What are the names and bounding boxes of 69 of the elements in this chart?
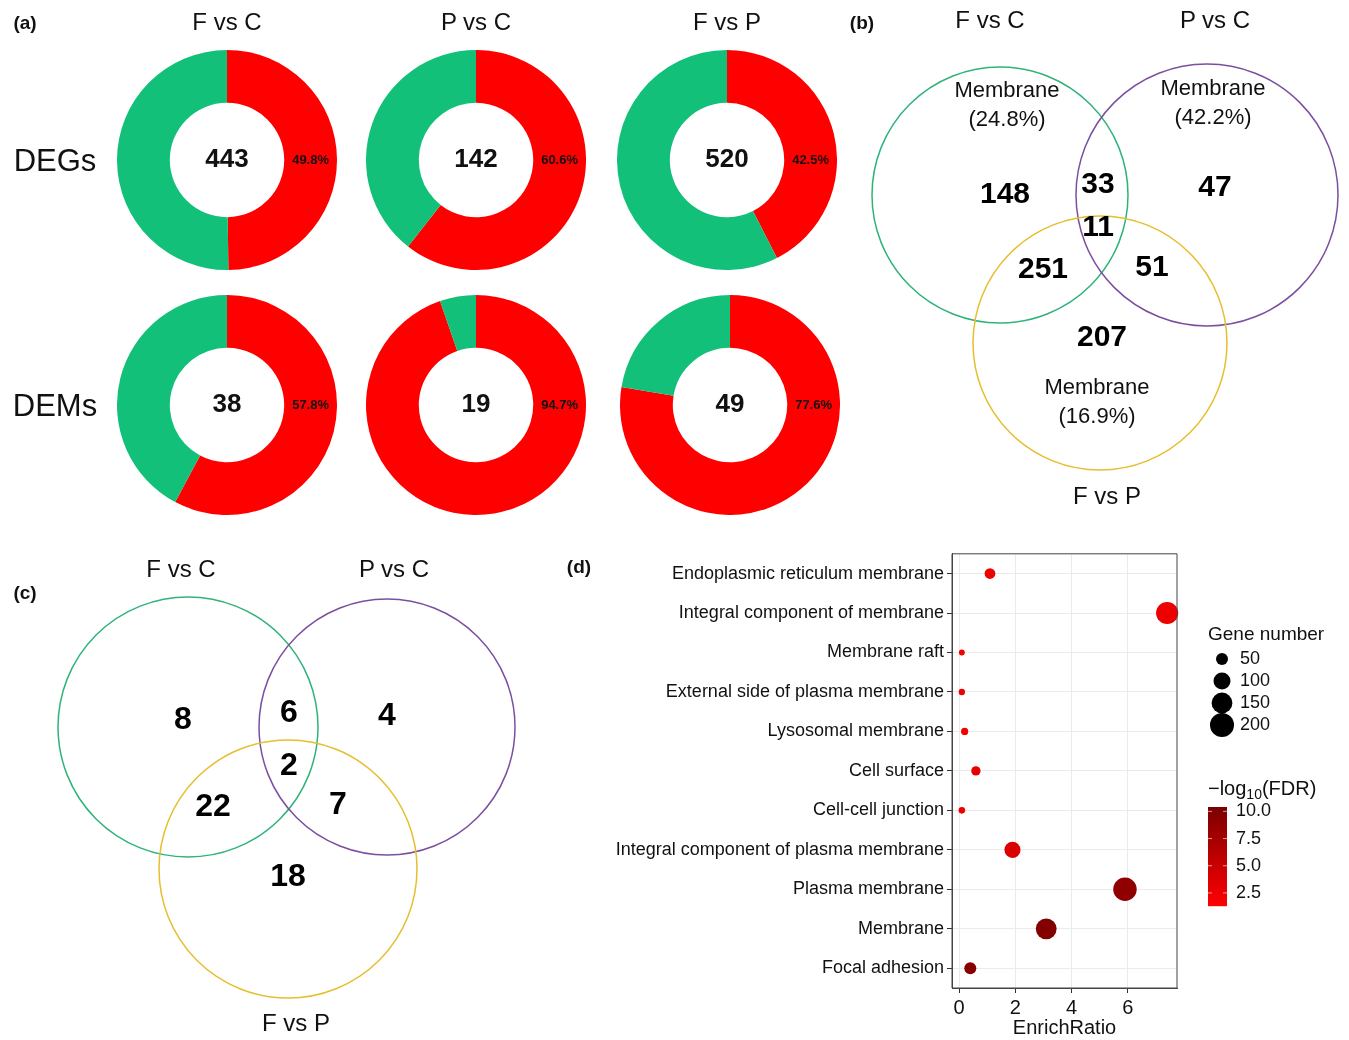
data-label: 57.8%: [292, 396, 330, 412]
text: 19: [461, 388, 491, 419]
text: 148: [979, 176, 1031, 210]
text: 207: [1076, 319, 1128, 353]
y-tick-label: Integral component of plasma membrane: [615, 838, 944, 859]
text: DEGs: [13, 142, 97, 178]
y-tick-label: Membrane raft: [826, 641, 944, 662]
text: 2: [280, 745, 298, 782]
text: (b): [849, 11, 875, 33]
text: 7: [329, 784, 347, 821]
text: 22: [195, 786, 231, 823]
color-bar-label: 2.5: [1236, 881, 1262, 902]
color-bar-label: 5.0: [1236, 854, 1262, 875]
text: 4: [378, 695, 397, 732]
y-tick-label: Integral component of membrane: [678, 601, 944, 622]
text: F vs P: [1072, 482, 1142, 509]
text: 33: [1081, 166, 1115, 200]
y-tick-label: External side of plasma membrane: [665, 680, 944, 701]
text: DEMs: [12, 387, 98, 423]
text: 49: [715, 388, 745, 419]
text: 8: [174, 699, 192, 736]
chart-title: P vs C: [440, 8, 512, 35]
text: 6: [280, 692, 298, 729]
data-label: 49.8%: [292, 151, 330, 167]
x-axis-title: EnrichRatio: [1012, 1015, 1117, 1038]
y-tick-label: Focal adhesion: [821, 957, 944, 978]
y-tick-label: Cell surface: [848, 759, 944, 780]
y-tick-label: Cell-cell junction: [812, 799, 944, 820]
x-tick-label: 0: [953, 995, 965, 1018]
data-label: 60.6%: [541, 151, 579, 167]
chart-title: F vs P: [692, 8, 762, 35]
text: 520: [705, 143, 749, 174]
legend-label: 200: [1240, 713, 1271, 734]
data-label: 77.6%: [795, 396, 833, 412]
data-label: 42.5%: [792, 151, 830, 167]
text: (c): [13, 581, 37, 603]
data-label: 94.7%: [541, 396, 579, 412]
text: Membrane (16.9%): [1044, 373, 1150, 428]
text: 142: [454, 143, 498, 174]
x-tick-label: 2: [1009, 995, 1021, 1018]
text: P vs C: [1179, 6, 1251, 33]
legend-label: 100: [1240, 669, 1271, 690]
y-tick-label: Endoplasmic reticulum membrane: [671, 562, 944, 583]
x-tick-label: 6: [1122, 995, 1134, 1018]
text: (d): [566, 555, 592, 577]
text: 51: [1135, 249, 1169, 283]
legend-label: 150: [1240, 691, 1271, 712]
y-tick-label: Membrane: [857, 917, 944, 938]
text: 443: [205, 143, 249, 174]
text: 38: [212, 388, 242, 419]
text: 251: [1017, 251, 1069, 285]
color-bar-label: 10.0: [1236, 800, 1272, 821]
text: Membrane (24.8%): [954, 76, 1060, 131]
text: F vs C: [146, 555, 216, 582]
legend-title: Gene number: [1208, 623, 1325, 645]
y-tick-label: Lysosomal membrane: [767, 720, 944, 741]
text: F vs C: [955, 6, 1025, 33]
chart-title: F vs C: [192, 8, 262, 35]
legend-label: 50: [1240, 647, 1261, 668]
text: F vs P: [261, 1009, 331, 1036]
text: P vs C: [358, 555, 430, 582]
y-tick-label: Plasma membrane: [792, 878, 944, 899]
text: 11: [1082, 209, 1114, 243]
text: Membrane (42.2%): [1160, 74, 1266, 129]
text: 47: [1198, 169, 1232, 203]
text: (a): [13, 11, 37, 33]
x-tick-label: 4: [1065, 995, 1078, 1018]
color-bar-label: 7.5: [1236, 827, 1262, 848]
text: 18: [270, 856, 306, 893]
